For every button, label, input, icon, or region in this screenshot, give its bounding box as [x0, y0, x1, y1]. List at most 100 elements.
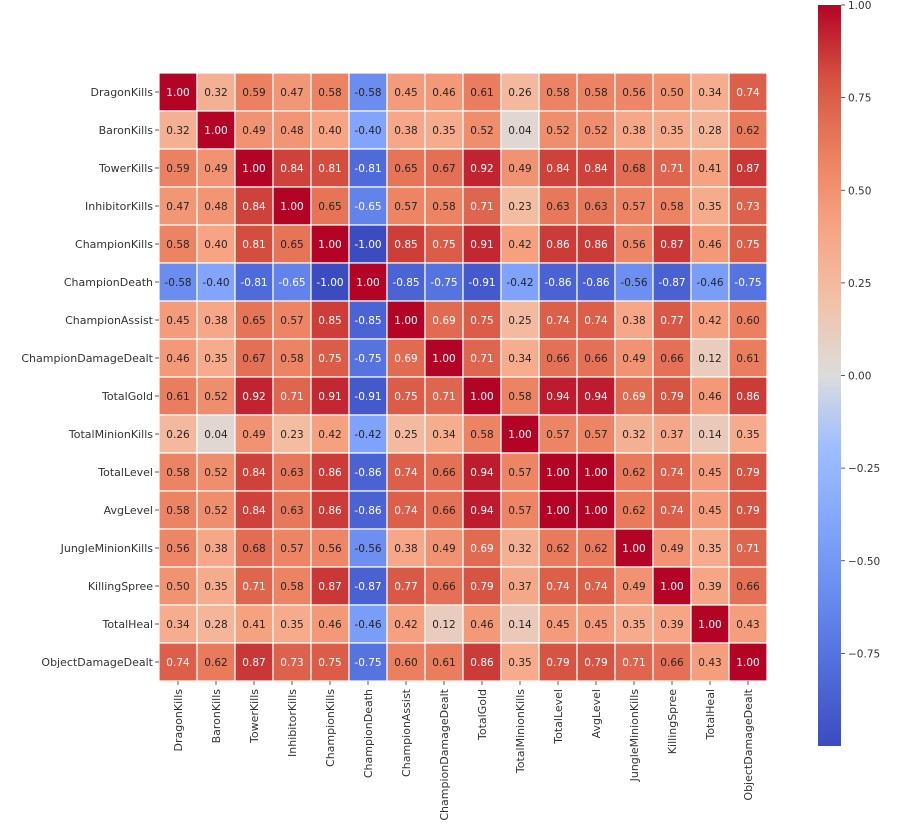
- cell-value-label: 0.91: [318, 391, 341, 403]
- cell-value-label: 1.00: [280, 201, 303, 213]
- heatmap-cell: [652, 224, 692, 264]
- cell-value-label: 0.62: [546, 543, 569, 555]
- cell-value-label: 0.57: [622, 201, 645, 213]
- cell-value-label: 0.84: [242, 201, 266, 213]
- cell-value-label: 0.71: [622, 657, 645, 669]
- heatmap-cell: [728, 414, 768, 454]
- cell-value-label: 0.57: [584, 429, 607, 441]
- cell-value-label: 0.74: [546, 581, 570, 593]
- cell-value-label: 0.14: [698, 429, 722, 441]
- heatmap-cell: [538, 414, 578, 454]
- heatmap-cell: [728, 452, 768, 492]
- colorbar-tick-label: −0.50: [848, 556, 880, 568]
- heatmap-cell: [348, 490, 388, 530]
- cell-value-label: 0.14: [508, 619, 532, 631]
- cell-value-label: 0.65: [394, 163, 417, 175]
- heatmap-cell: [614, 224, 654, 264]
- cell-value-label: 0.92: [470, 163, 493, 175]
- cell-value-label: 0.74: [394, 505, 418, 517]
- cell-value-label: 0.28: [698, 125, 721, 137]
- x-tick-label-killing-spree: KillingSpree: [666, 689, 679, 754]
- cell-value-label: 1.00: [622, 543, 645, 555]
- x-tick-label-total-heal: TotalHeal: [704, 689, 717, 741]
- cell-value-label: 0.43: [698, 657, 721, 669]
- heatmap-cell: [234, 528, 274, 568]
- heatmap-cell: [462, 642, 502, 682]
- heatmap-cell: [652, 148, 692, 188]
- heatmap-cell: [728, 566, 768, 606]
- y-tick-label-object-damage-dealt: ObjectDamageDealt: [41, 656, 153, 669]
- cell-value-label: 0.58: [318, 87, 341, 99]
- cell-value-label: 0.66: [584, 353, 608, 365]
- heatmap-cell: [196, 566, 236, 606]
- x-tick-label-baron-kills: BaronKills: [210, 689, 223, 744]
- heatmap-cell: [652, 338, 692, 378]
- colorbar-tick-label: −0.25: [848, 463, 880, 475]
- colorbar: 1.00 0.75 0.50 0.25 0.00 −0.25 −0.50 −0.75: [818, 0, 880, 746]
- cell-value-label: 0.84: [280, 163, 304, 175]
- cell-value-label: 0.84: [546, 163, 570, 175]
- cell-value-label: -0.86: [544, 277, 571, 289]
- cell-value-label: 0.23: [280, 429, 303, 441]
- heatmap-cell: [614, 452, 654, 492]
- heatmap-cell: [348, 110, 388, 150]
- cell-value-label: 0.65: [242, 315, 265, 327]
- cell-value-label: 0.46: [318, 619, 342, 631]
- heatmap-cell: [196, 262, 236, 302]
- y-tick-label-total-gold: TotalGold: [101, 390, 153, 403]
- heatmap-cell: [424, 262, 464, 302]
- colorbar-tick-label: 0.00: [848, 371, 871, 383]
- cell-value-label: 0.68: [622, 163, 645, 175]
- cell-value-label: 0.59: [166, 163, 189, 175]
- cell-value-label: 0.79: [584, 657, 607, 669]
- heatmap-cell: [158, 186, 198, 226]
- heatmap-cell: [272, 566, 312, 606]
- heatmap-cell: [614, 604, 654, 644]
- cell-value-label: 0.75: [318, 353, 341, 365]
- cell-value-label: 0.49: [242, 429, 265, 441]
- cell-value-label: -0.85: [354, 315, 381, 327]
- cell-value-label: 0.66: [432, 467, 456, 479]
- cell-value-label: 0.35: [622, 619, 645, 631]
- cell-value-label: 0.67: [242, 353, 265, 365]
- cell-value-label: 0.77: [660, 315, 683, 327]
- cell-value-label: 0.73: [736, 201, 759, 213]
- heatmap-cell: [424, 338, 464, 378]
- cell-value-label: 0.45: [698, 505, 721, 517]
- heatmap-cell: [576, 414, 616, 454]
- cell-value-label: 0.41: [698, 163, 721, 175]
- cell-value-label: 0.57: [280, 543, 303, 555]
- cell-value-label: 0.37: [660, 429, 683, 441]
- cell-value-label: 0.84: [584, 163, 608, 175]
- heatmap-cell: [690, 148, 730, 188]
- heatmap-cell: [614, 186, 654, 226]
- heatmap-cell: [614, 148, 654, 188]
- heatmap-cell: [158, 604, 198, 644]
- cell-value-label: 0.56: [622, 239, 646, 251]
- cell-value-label: 0.43: [736, 619, 759, 631]
- y-tick-label-jungle-minion-kills: JungleMinionKills: [60, 542, 154, 555]
- heatmap-cell: [158, 376, 198, 416]
- cell-value-label: 0.66: [736, 581, 760, 593]
- cell-value-label: 0.65: [318, 201, 341, 213]
- x-tick-label-champion-damage-dealt: ChampionDamageDealt: [438, 688, 451, 820]
- cell-value-label: 0.86: [470, 657, 494, 669]
- cell-value-label: 0.61: [470, 87, 493, 99]
- cell-value-label: 0.87: [242, 657, 265, 669]
- cell-value-label: 1.00: [356, 277, 379, 289]
- heatmap-cell: [652, 528, 692, 568]
- heatmap-cell: [272, 376, 312, 416]
- cell-value-label: 0.69: [432, 315, 455, 327]
- cell-value-label: -0.42: [506, 277, 533, 289]
- heatmap-cell: [690, 528, 730, 568]
- heatmap-cell: [576, 642, 616, 682]
- heatmap-cell: [538, 566, 578, 606]
- heatmap-cell: [500, 528, 540, 568]
- cell-value-label: 1.00: [584, 467, 607, 479]
- cell-value-label: 0.57: [394, 201, 417, 213]
- x-tick-label-total-level: TotalLevel: [552, 689, 565, 745]
- cell-value-label: 0.39: [698, 581, 721, 593]
- cell-value-label: 0.66: [660, 657, 684, 669]
- heatmap-cell: [538, 224, 578, 264]
- y-tick-label-champion-damage-dealt: ChampionDamageDealt: [21, 352, 153, 365]
